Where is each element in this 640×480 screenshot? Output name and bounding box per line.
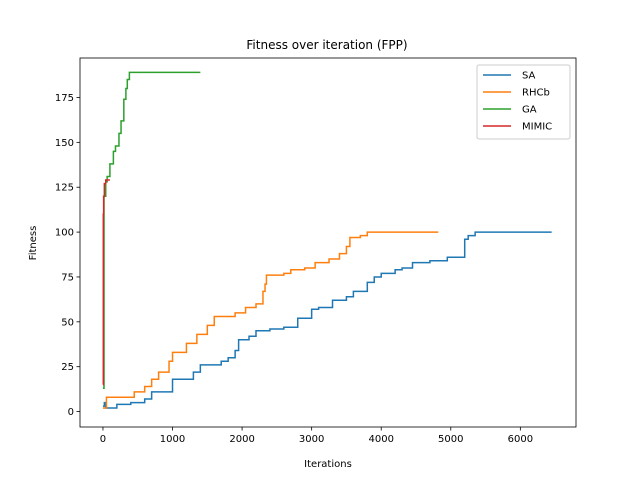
x-tick-label: 0 <box>100 434 106 445</box>
y-axis-label: Fitness <box>28 226 39 261</box>
series-line-sa <box>102 231 552 409</box>
y-axis: 0 25 50 75 100 125 150 175 <box>55 93 80 418</box>
y-tick-label: 50 <box>61 317 74 328</box>
series-line-ga <box>102 71 201 389</box>
legend-box <box>476 64 571 140</box>
x-axis: 0 1000 2000 3000 4000 5000 6000 <box>100 427 533 445</box>
plot-area <box>102 71 552 409</box>
plot-frame <box>79 57 577 428</box>
x-tick-label: 5000 <box>438 434 463 445</box>
y-tick-label: 175 <box>55 93 74 104</box>
series-line-rhcb <box>102 231 439 409</box>
series-line-mimic <box>102 179 110 386</box>
y-tick-label: 125 <box>55 183 74 194</box>
x-tick-label: 3000 <box>299 434 324 445</box>
legend-label: MIMIC <box>522 122 552 133</box>
legend-label: GA <box>522 105 537 116</box>
x-tick-label: 1000 <box>160 434 185 445</box>
y-tick-label: 100 <box>55 228 74 239</box>
x-tick-label: 6000 <box>508 434 533 445</box>
y-tick-label: 0 <box>68 407 74 418</box>
x-tick-label: 2000 <box>229 434 254 445</box>
chart-title: Fitness over iteration (FPP) <box>246 38 407 52</box>
legend-label: SA <box>522 71 536 82</box>
y-tick-label: 75 <box>61 272 74 283</box>
y-tick-label: 25 <box>61 362 74 373</box>
x-tick-label: 4000 <box>368 434 393 445</box>
legend-label: RHCb <box>522 88 550 99</box>
y-tick-label: 150 <box>55 138 74 149</box>
x-axis-label: Iterations <box>304 459 352 470</box>
legend: SA RHCb GA MIMIC <box>476 64 571 140</box>
